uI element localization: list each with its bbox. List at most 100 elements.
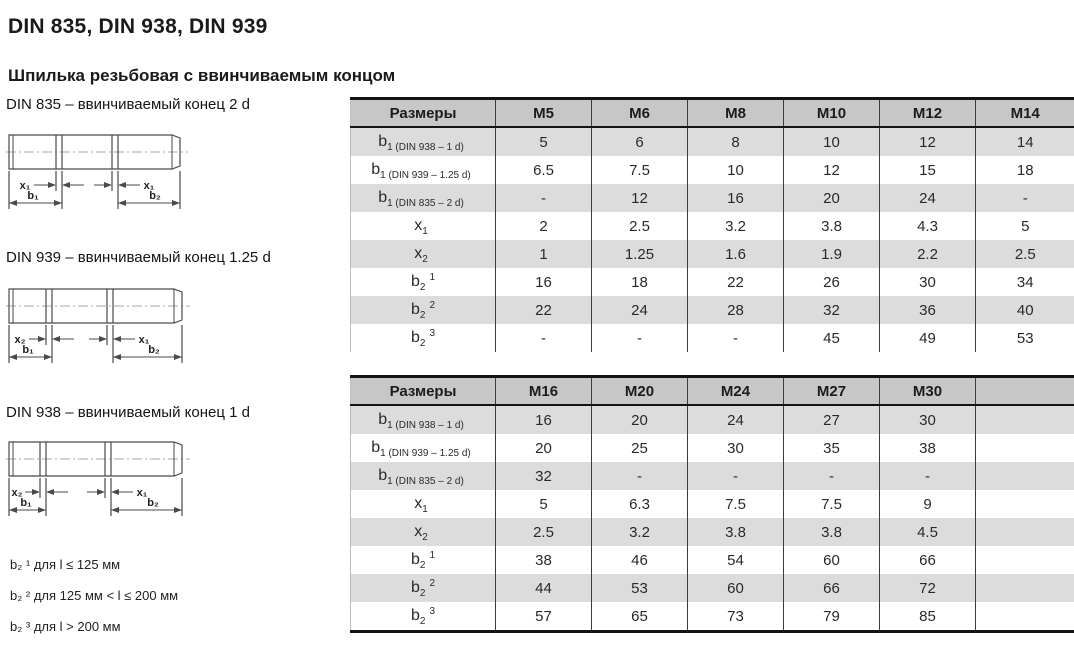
value-cell: 1.9 bbox=[784, 240, 880, 268]
table-row: x2 1 1.25 1.6 1.9 2.2 2.5 bbox=[351, 240, 1074, 268]
value-cell: 66 bbox=[784, 574, 880, 602]
value-cell: 22 bbox=[496, 296, 592, 324]
row-label-base: b bbox=[411, 329, 420, 346]
value-cell: 30 bbox=[880, 405, 976, 434]
stud-drawing-din835: x₁ x₁ b₁ b₂ bbox=[6, 123, 201, 219]
value-cell: 5 bbox=[496, 490, 592, 518]
value-cell: 9 bbox=[880, 490, 976, 518]
value-cell bbox=[976, 490, 1074, 518]
value-cell: 66 bbox=[880, 546, 976, 574]
dim-label-b1: b₁ bbox=[20, 497, 32, 509]
row-label: b21 bbox=[351, 546, 496, 574]
footnotes: b₂ ¹ для l ≤ 125 мм b₂ ² для 125 мм < l … bbox=[10, 556, 178, 649]
value-cell: - bbox=[496, 324, 592, 352]
footnote-b2-3: b₂ ³ для l > 200 мм bbox=[10, 618, 178, 636]
row-label: x1 bbox=[351, 490, 496, 518]
value-cell: 24 bbox=[592, 296, 688, 324]
col-header-sizes: Размеры bbox=[351, 377, 496, 406]
value-cell: 73 bbox=[688, 602, 784, 632]
table-row: x2 2.5 3.2 3.8 3.8 4.5 bbox=[351, 518, 1074, 546]
value-cell: 24 bbox=[688, 405, 784, 434]
row-label-base: b bbox=[378, 189, 387, 206]
figure-din939: DIN 939 – ввинчиваемый конец 1.25 d x₂ x… bbox=[6, 249, 346, 373]
dim-label-b1: b₁ bbox=[27, 190, 39, 202]
row-label-sub: 2 bbox=[420, 310, 426, 321]
dimension-b2: b₂ bbox=[111, 497, 182, 513]
value-cell: 1.6 bbox=[688, 240, 784, 268]
value-cell: 34 bbox=[976, 268, 1074, 296]
value-cell: 15 bbox=[880, 156, 976, 184]
dimension-x-right: x₁ bbox=[87, 487, 148, 499]
row-label-base: b bbox=[371, 439, 380, 456]
value-cell: 24 bbox=[880, 184, 976, 212]
dimension-b2: b₂ bbox=[113, 344, 182, 360]
row-label: x1 bbox=[351, 212, 496, 240]
table-row: b21 16 18 22 26 30 34 bbox=[351, 268, 1074, 296]
dimension-b1: b₁ bbox=[9, 497, 46, 513]
row-label-sub: 1 (DIN 938 – 1 d) bbox=[387, 142, 464, 153]
row-label-sub: 1 (DIN 835 – 2 d) bbox=[387, 198, 464, 209]
value-cell: 38 bbox=[496, 546, 592, 574]
row-label: b23 bbox=[351, 602, 496, 632]
row-label-sub: 2 bbox=[420, 282, 426, 293]
value-cell: 2.5 bbox=[592, 212, 688, 240]
value-cell: 32 bbox=[784, 296, 880, 324]
value-cell: 44 bbox=[496, 574, 592, 602]
dim-label-b1: b₁ bbox=[22, 344, 34, 356]
value-cell: 16 bbox=[496, 405, 592, 434]
page-subtitle: Шпилька резьбовая с ввинчиваемым концом bbox=[8, 66, 395, 86]
col-header: M6 bbox=[592, 99, 688, 128]
value-cell: 2.2 bbox=[880, 240, 976, 268]
value-cell: 3.2 bbox=[592, 518, 688, 546]
value-cell: 6.3 bbox=[592, 490, 688, 518]
value-cell: 4.5 bbox=[880, 518, 976, 546]
value-cell: 85 bbox=[880, 602, 976, 632]
row-label-base: b bbox=[378, 467, 387, 484]
value-cell: - bbox=[592, 324, 688, 352]
value-cell: 60 bbox=[688, 574, 784, 602]
col-header: M16 bbox=[496, 377, 592, 406]
row-label: b1 (DIN 938 – 1 d) bbox=[351, 127, 496, 156]
value-cell: 20 bbox=[592, 405, 688, 434]
dimension-x-right: x₁ bbox=[94, 180, 155, 192]
header-row: Размеры M5 M6 M8 M10 M12 M14 bbox=[351, 99, 1074, 128]
row-label-sup: 1 bbox=[429, 550, 435, 561]
value-cell bbox=[976, 405, 1074, 434]
value-cell: - bbox=[688, 324, 784, 352]
col-header: M8 bbox=[688, 99, 784, 128]
row-label: b1 (DIN 835 – 2 d) bbox=[351, 184, 496, 212]
value-cell: 28 bbox=[688, 296, 784, 324]
value-cell: 4.3 bbox=[880, 212, 976, 240]
col-header: M24 bbox=[688, 377, 784, 406]
row-label-base: b bbox=[411, 579, 420, 596]
row-label-sub: 1 bbox=[422, 226, 428, 237]
row-label-sup: 2 bbox=[429, 578, 435, 589]
row-label-sub: 2 bbox=[422, 532, 428, 543]
value-cell: 8 bbox=[688, 127, 784, 156]
page-title: DIN 835, DIN 938, DIN 939 bbox=[8, 15, 267, 39]
value-cell: - bbox=[784, 462, 880, 490]
value-cell: 30 bbox=[880, 268, 976, 296]
value-cell: - bbox=[592, 462, 688, 490]
value-cell: 22 bbox=[688, 268, 784, 296]
value-cell: 16 bbox=[496, 268, 592, 296]
figure-din835: DIN 835 – ввинчиваемый конец 2 d x₁ x₁ bbox=[6, 96, 346, 219]
col-header-empty bbox=[976, 377, 1074, 406]
row-label-base: b bbox=[411, 607, 420, 624]
row-label: b21 bbox=[351, 268, 496, 296]
dimension-table-m5-m14: Размеры M5 M6 M8 M10 M12 M14 b1 (DIN 938… bbox=[350, 97, 1074, 352]
row-label-sub: 1 (DIN 835 – 2 d) bbox=[387, 476, 464, 487]
value-cell: 3.2 bbox=[688, 212, 784, 240]
figure-caption: DIN 938 – ввинчиваемый конец 1 d bbox=[6, 404, 346, 421]
value-cell: 3.8 bbox=[784, 212, 880, 240]
value-cell: 10 bbox=[688, 156, 784, 184]
table-row: b1 (DIN 939 – 1.25 d) 20 25 30 35 38 bbox=[351, 434, 1074, 462]
table-row: b23 - - - 45 49 53 bbox=[351, 324, 1074, 352]
table-row: x1 2 2.5 3.2 3.8 4.3 5 bbox=[351, 212, 1074, 240]
col-header-sizes: Размеры bbox=[351, 99, 496, 128]
value-cell: - bbox=[496, 184, 592, 212]
value-cell: 30 bbox=[688, 434, 784, 462]
value-cell: - bbox=[976, 184, 1074, 212]
value-cell: 25 bbox=[592, 434, 688, 462]
value-cell: 6.5 bbox=[496, 156, 592, 184]
